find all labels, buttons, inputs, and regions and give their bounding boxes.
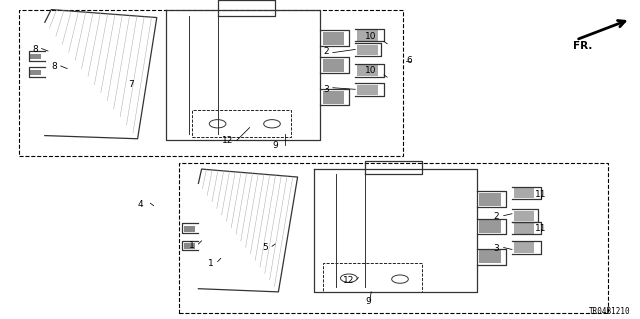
Bar — [323, 59, 344, 72]
Bar — [19, 10, 403, 156]
Bar — [323, 91, 344, 104]
Bar — [29, 54, 41, 59]
Text: 2: 2 — [324, 47, 329, 56]
Text: TR04B1210: TR04B1210 — [589, 307, 630, 316]
Bar — [184, 226, 195, 232]
Text: 4: 4 — [138, 200, 143, 209]
Bar — [479, 220, 501, 233]
Bar — [357, 30, 378, 41]
Bar — [29, 70, 41, 75]
Bar — [514, 242, 534, 253]
Text: 3: 3 — [324, 85, 329, 94]
Text: 9: 9 — [273, 141, 278, 150]
Bar — [357, 45, 378, 55]
Text: 10: 10 — [365, 32, 377, 41]
Bar — [514, 211, 534, 221]
Text: 2: 2 — [493, 212, 499, 221]
Text: 7: 7 — [129, 80, 134, 89]
Bar — [179, 163, 608, 313]
Text: 10: 10 — [365, 66, 377, 75]
Text: 8: 8 — [52, 63, 57, 71]
Bar — [184, 243, 195, 249]
Bar — [357, 65, 378, 76]
Bar — [357, 85, 378, 95]
Text: 8: 8 — [33, 45, 38, 54]
Text: 6: 6 — [407, 56, 412, 65]
Text: 11: 11 — [535, 190, 547, 199]
Bar — [323, 32, 344, 45]
Text: FR.: FR. — [573, 41, 592, 51]
Text: 11: 11 — [535, 224, 547, 233]
Bar — [192, 110, 291, 137]
Bar — [514, 223, 534, 234]
Text: 12: 12 — [343, 276, 355, 285]
Bar — [479, 250, 501, 263]
Text: 9: 9 — [365, 297, 371, 306]
Text: 1: 1 — [209, 259, 214, 268]
Text: 5: 5 — [263, 243, 268, 252]
Bar — [323, 263, 422, 292]
Text: 3: 3 — [493, 244, 499, 253]
Bar — [479, 193, 501, 206]
Text: 1: 1 — [189, 241, 195, 250]
Text: 12: 12 — [221, 136, 233, 145]
Bar — [514, 188, 534, 198]
